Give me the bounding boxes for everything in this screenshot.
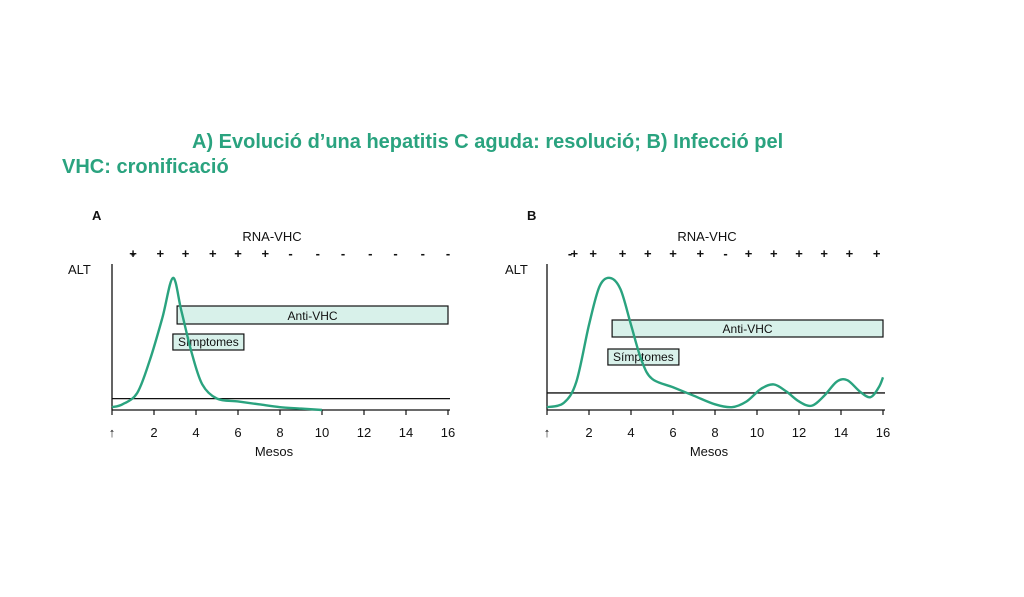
rna-mark: + — [209, 246, 217, 261]
rna-mark: + — [770, 246, 778, 261]
x-tick-label: 16 — [441, 425, 455, 440]
bar-label: Símptomes — [613, 350, 674, 364]
x-tick-label: 10 — [315, 425, 329, 440]
rna-mark: + — [873, 246, 881, 261]
rna-mark: + — [745, 246, 753, 261]
x-tick-label: 4 — [627, 425, 634, 440]
rna-mark: + — [846, 246, 854, 261]
x-tick-label: 8 — [276, 425, 283, 440]
rna-mark: + — [157, 246, 165, 261]
rna-mark: - — [368, 246, 372, 261]
rna-mark: + — [182, 246, 190, 261]
x-tick-label: ↑ — [544, 425, 551, 440]
rna-mark: + — [571, 246, 579, 261]
rna-mark: - — [316, 246, 320, 261]
rna-mark: - — [568, 246, 572, 261]
rna-mark: - — [341, 246, 345, 261]
caption-line-2: VHC: cronificació — [62, 156, 229, 178]
bar-label: Anti-VHC — [723, 322, 773, 336]
caption-line-1: A) Evolució d’una hepatitis C aguda: res… — [192, 131, 784, 153]
rna-mark: + — [619, 246, 627, 261]
rna-mark: + — [234, 246, 242, 261]
rna-mark: + — [644, 246, 652, 261]
rna-mark: + — [129, 246, 137, 261]
chart-title: RNA-VHC — [242, 229, 301, 244]
alt-curve — [111, 276, 323, 412]
rna-mark: - — [421, 246, 425, 261]
x-axis-label: Mesos — [690, 444, 729, 459]
rna-mark: + — [697, 246, 705, 261]
x-tick-label: 14 — [399, 425, 413, 440]
x-tick-label: 12 — [357, 425, 371, 440]
x-tick-label: 8 — [711, 425, 718, 440]
bar-anti-vhc — [176, 305, 449, 325]
panel-label: A — [92, 208, 102, 223]
rna-mark: + — [589, 246, 597, 261]
bar-label: Símptomes — [178, 335, 239, 349]
x-axis-label: Mesos — [255, 444, 294, 459]
panel-label: B — [527, 208, 536, 223]
bar-anti-vhc — [611, 319, 884, 338]
rna-mark: - — [446, 246, 450, 261]
x-tick-label: 12 — [792, 425, 806, 440]
rna-mark: - — [723, 246, 727, 261]
x-tick-label: 14 — [834, 425, 848, 440]
rna-mark: + — [669, 246, 677, 261]
y-axis-label: ALT — [68, 262, 91, 277]
x-tick-label: 2 — [150, 425, 157, 440]
x-tick-label: 10 — [750, 425, 764, 440]
rna-mark: - — [288, 246, 292, 261]
x-tick-label: 6 — [669, 425, 676, 440]
rna-mark: - — [393, 246, 397, 261]
y-axis-label: ALT — [505, 262, 528, 277]
x-tick-label: ↑ — [109, 425, 116, 440]
alt-curve — [546, 276, 885, 409]
x-tick-label: 4 — [192, 425, 199, 440]
x-tick-label: 6 — [234, 425, 241, 440]
rna-mark: + — [820, 246, 828, 261]
rna-mark: + — [795, 246, 803, 261]
bar-label: Anti-VHC — [288, 309, 338, 323]
rna-mark: - — [131, 246, 135, 261]
x-tick-label: 2 — [585, 425, 592, 440]
rna-mark: + — [262, 246, 270, 261]
figure-caption: A) Evolució d’una hepatitis C aguda: res… — [62, 130, 942, 180]
x-tick-label: 16 — [876, 425, 890, 440]
chart-title: RNA-VHC — [677, 229, 736, 244]
